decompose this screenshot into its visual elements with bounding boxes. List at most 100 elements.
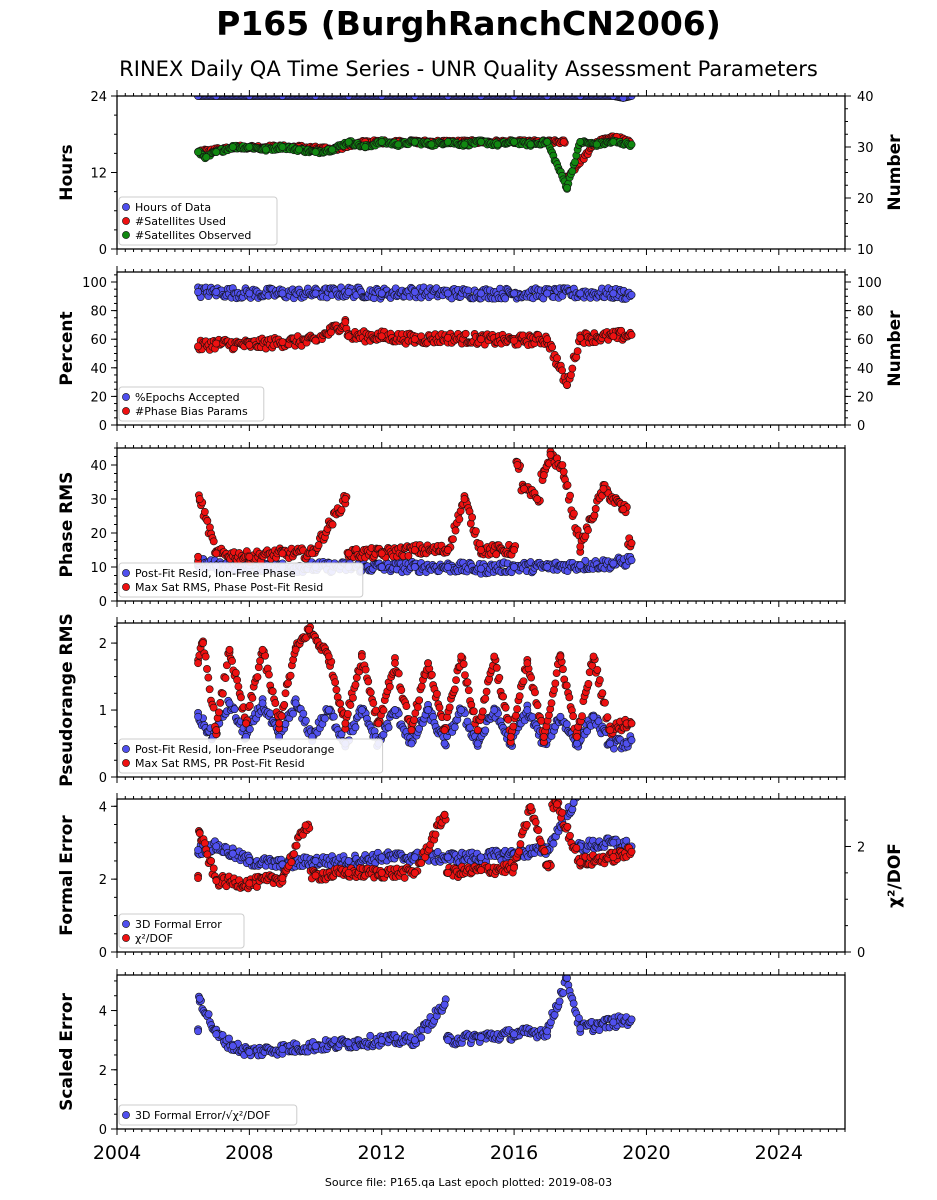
legend-label: Post-Fit Resid, Ion-Free Pseudorange: [135, 743, 335, 756]
data-point: [200, 507, 209, 516]
data-point: [268, 687, 277, 696]
legend-marker: [122, 569, 130, 577]
data-point: [556, 712, 565, 721]
chart-subtitle: RINEX Daily QA Time Series - UNR Quality…: [119, 57, 818, 81]
data-point: [290, 850, 298, 858]
data-point: [275, 719, 284, 728]
data-point: [571, 158, 579, 166]
data-point: [225, 699, 234, 708]
legend: Post-Fit Resid, Ion-Free PseudorangeMax …: [118, 738, 384, 774]
legend-label: %Epochs Accepted: [135, 391, 240, 404]
data-point: [619, 96, 628, 102]
points-layer: [194, 799, 636, 893]
data-point: [578, 712, 586, 721]
y-right-tick-label: 100: [857, 276, 882, 291]
series-1: [194, 96, 636, 102]
data-point: [379, 706, 388, 715]
data-point: [245, 701, 254, 710]
data-point: [609, 838, 618, 847]
data-point: [410, 546, 419, 554]
legend-label: Max Sat RMS, Phase Post-Fit Resid: [135, 581, 323, 594]
y-right-tick-label: 2: [857, 840, 865, 855]
data-point: [331, 678, 340, 687]
data-point: [233, 676, 242, 684]
data-point: [203, 517, 212, 525]
y-tick-label: 0: [99, 419, 107, 434]
data-point: [377, 853, 386, 862]
data-point: [410, 137, 419, 146]
data-point: [562, 720, 571, 729]
data-point: [194, 552, 202, 561]
data-point: [461, 329, 470, 338]
y-tick-label: 40: [90, 362, 107, 377]
legend-marker: [122, 583, 130, 591]
data-point: [563, 381, 571, 389]
data-point: [341, 318, 350, 326]
data-point: [221, 674, 230, 683]
y-right-tick-label: 20: [857, 192, 874, 207]
data-point: [324, 652, 333, 661]
data-point: [222, 661, 231, 670]
data-point: [407, 726, 416, 735]
data-point: [627, 736, 636, 745]
data-point: [562, 681, 571, 690]
data-point: [281, 689, 290, 698]
data-point: [336, 699, 345, 708]
series-1: [194, 283, 636, 303]
panel-4: 0 1 2 Pseudorange RMS Post-Fit Resid, Ion-Fr…: [57, 613, 846, 787]
data-point: [527, 673, 536, 682]
chart-title: P165 (BurghRanchCN2006): [216, 4, 721, 43]
data-point: [569, 712, 578, 721]
data-point: [231, 668, 240, 677]
data-point: [510, 336, 518, 345]
data-point: [466, 519, 475, 528]
points-layer: [194, 448, 636, 578]
y-tick-label: 10: [90, 561, 107, 576]
legend-label: #Satellites Used: [135, 215, 226, 228]
legend-label: Post-Fit Resid, Ion-Free Phase: [135, 567, 296, 580]
data-point: [291, 699, 300, 708]
data-point: [216, 698, 225, 707]
data-point: [558, 366, 566, 375]
data-point: [584, 679, 593, 688]
data-point: [609, 332, 618, 341]
data-point: [506, 732, 515, 741]
data-point: [344, 549, 353, 558]
data-point: [472, 527, 480, 536]
data-point: [559, 137, 568, 146]
data-point: [552, 669, 561, 677]
data-point: [415, 696, 424, 705]
data-point: [194, 288, 202, 296]
data-point: [329, 712, 338, 721]
data-point: [568, 364, 577, 373]
data-point: [410, 716, 418, 724]
data-point: [199, 639, 207, 647]
legend-marker: [122, 393, 130, 401]
data-point: [433, 848, 442, 856]
data-point: [357, 706, 366, 714]
data-point: [609, 559, 618, 568]
data-point: [212, 288, 221, 296]
data-point: [344, 332, 353, 341]
y-tick-label: 0: [99, 243, 107, 258]
data-point: [266, 709, 275, 718]
data-point: [391, 659, 399, 668]
legend-marker: [122, 217, 130, 225]
y-tick-label: 20: [90, 390, 107, 405]
data-point: [311, 336, 320, 345]
data-point: [410, 853, 419, 862]
data-point: [495, 673, 504, 682]
data-point: [513, 705, 522, 713]
data-point: [627, 331, 636, 339]
data-point: [576, 561, 585, 570]
plot-frame: [116, 95, 846, 250]
y-tick-label: 2: [99, 637, 107, 652]
data-point: [584, 526, 592, 535]
y-axis-label: Percent: [57, 311, 77, 385]
data-point: [397, 686, 406, 695]
data-point: [444, 289, 452, 298]
legend-label: #Satellites Observed: [135, 229, 251, 242]
data-point: [573, 347, 582, 356]
data-point: [305, 625, 313, 634]
data-point: [209, 703, 218, 712]
